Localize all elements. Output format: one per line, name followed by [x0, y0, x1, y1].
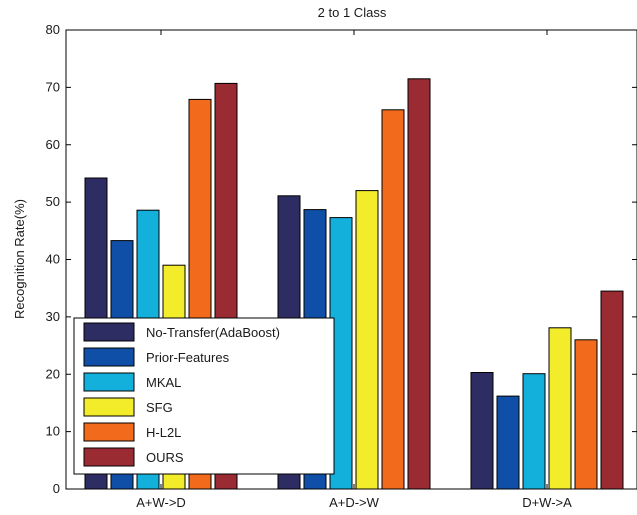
bar-6-3: [600, 290, 624, 490]
legend-label: H-L2L: [146, 425, 181, 440]
y-tick-label: 80: [46, 22, 60, 37]
legend-label: No-Transfer(AdaBoost): [146, 325, 280, 340]
legend-label: SFG: [146, 400, 173, 415]
bar-6-2: [407, 78, 431, 490]
legend-label: OURS: [146, 450, 184, 465]
bar-4-2: [355, 190, 379, 490]
y-axis-label: Recognition Rate(%): [12, 199, 27, 319]
y-tick-label: 70: [46, 79, 60, 94]
y-tick-label: 10: [46, 424, 60, 439]
bar-2-3: [496, 395, 520, 490]
legend-swatch: [83, 422, 135, 442]
y-tick-label: 20: [46, 366, 60, 381]
y-tick-label: 0: [53, 481, 60, 496]
y-tick-label: 60: [46, 137, 60, 152]
bar-5-3: [574, 339, 598, 490]
y-tick-label: 40: [46, 252, 60, 267]
chart-title: 2 to 1 Class: [318, 5, 387, 20]
y-tick-label: 30: [46, 309, 60, 324]
bar-1-3: [470, 372, 494, 490]
legend-label: MKAL: [146, 375, 181, 390]
y-tick-label: 50: [46, 194, 60, 209]
legend-swatch: [83, 372, 135, 392]
legend: No-Transfer(AdaBoost) Prior-Features MKAL S…: [73, 317, 335, 475]
legend-swatch: [83, 447, 135, 467]
x-tick-label: A+D->W: [329, 495, 380, 510]
y-axis-ticks: 0 10 20 30 40 50 60 70 80: [46, 22, 637, 496]
x-tick-label: D+W->A: [522, 495, 572, 510]
x-tick-label: A+W->D: [136, 495, 186, 510]
bar-5-2: [381, 109, 405, 490]
legend-swatch: [83, 397, 135, 417]
legend-swatch: [83, 347, 135, 367]
x-axis-ticks: A+W->D A+D->W D+W->A: [136, 30, 572, 510]
bar-3-3: [522, 373, 546, 490]
legend-label: Prior-Features: [146, 350, 230, 365]
legend-swatch: [83, 322, 135, 342]
bar-4-3: [548, 327, 572, 490]
